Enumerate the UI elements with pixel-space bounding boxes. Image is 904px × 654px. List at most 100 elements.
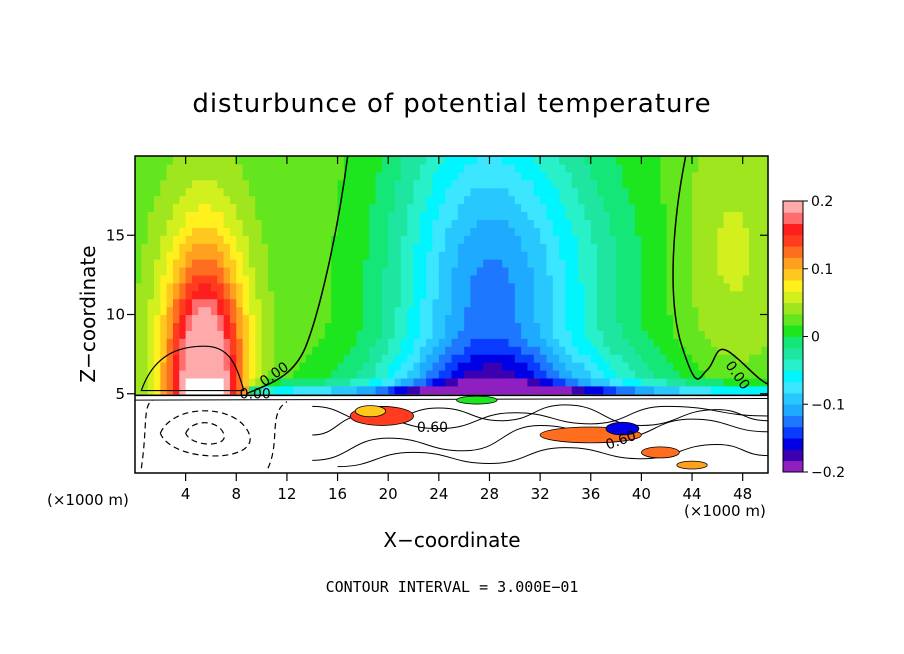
field-cell xyxy=(540,282,548,292)
field-cell xyxy=(438,346,446,355)
field-cell xyxy=(324,243,332,252)
field-cell xyxy=(514,211,522,220)
field-cell xyxy=(552,377,560,387)
field-cell xyxy=(533,274,541,284)
field-cell xyxy=(299,298,307,308)
field-cell xyxy=(755,417,763,427)
field-cell xyxy=(673,354,680,363)
field-cell xyxy=(305,282,313,292)
field-cell xyxy=(679,417,687,427)
field-cell xyxy=(597,227,605,236)
field-cell xyxy=(179,259,187,268)
field-cell xyxy=(521,330,529,339)
field-cell xyxy=(552,417,560,427)
field-cell xyxy=(166,266,174,276)
field-cell xyxy=(647,465,655,474)
field-cell xyxy=(267,306,275,316)
field-cell xyxy=(438,354,446,363)
field-cell xyxy=(761,187,769,197)
field-cell xyxy=(755,354,763,363)
field-cell xyxy=(508,306,516,316)
field-cell xyxy=(147,369,155,379)
field-cell xyxy=(255,441,263,450)
field-cell xyxy=(210,282,218,292)
field-cell xyxy=(451,346,459,355)
field-cell xyxy=(685,195,693,205)
field-cell xyxy=(616,330,624,339)
field-cell xyxy=(375,298,383,308)
field-cell xyxy=(578,409,586,419)
field-cell xyxy=(337,274,345,284)
field-cell xyxy=(565,156,573,165)
field-cell xyxy=(698,187,706,197)
field-cell xyxy=(761,465,769,474)
field-cell xyxy=(147,282,155,292)
field-cell xyxy=(299,179,307,189)
field-cell xyxy=(204,377,212,387)
field-cell xyxy=(597,266,605,276)
field-cell xyxy=(267,393,275,403)
field-cell xyxy=(470,163,478,173)
field-cell xyxy=(489,441,497,450)
field-cell xyxy=(305,441,313,450)
field-cell xyxy=(400,290,408,300)
field-cell xyxy=(527,259,535,268)
field-cell xyxy=(521,401,529,411)
field-cell xyxy=(343,354,351,363)
field-cell xyxy=(451,314,459,324)
field-cell xyxy=(394,306,402,316)
x-tick-label: 32 xyxy=(531,485,550,503)
field-cell xyxy=(502,211,510,220)
field-cell xyxy=(470,298,478,308)
field-cell xyxy=(590,314,598,324)
field-cell xyxy=(540,298,548,308)
field-cell xyxy=(711,417,718,427)
field-cell xyxy=(647,369,655,379)
field-cell xyxy=(299,243,307,252)
field-cell xyxy=(483,243,491,252)
field-cell xyxy=(457,235,465,244)
field-cell xyxy=(324,282,332,292)
field-cell xyxy=(603,171,611,181)
field-cell xyxy=(508,369,516,379)
field-cell xyxy=(502,369,510,379)
field-cell xyxy=(445,211,453,220)
field-cell xyxy=(698,377,706,387)
field-cell xyxy=(457,203,465,213)
field-cell xyxy=(578,163,586,173)
field-cell xyxy=(318,171,326,181)
field-cell xyxy=(730,385,737,395)
field-cell xyxy=(730,354,737,363)
field-cell xyxy=(337,425,345,434)
field-cell xyxy=(603,195,611,205)
field-cell xyxy=(578,441,586,450)
field-cell xyxy=(464,266,472,276)
field-cell xyxy=(451,417,459,427)
field-cell xyxy=(407,243,415,252)
field-cell xyxy=(318,203,326,213)
field-cell xyxy=(628,338,636,347)
field-cell xyxy=(331,409,339,419)
field-cell xyxy=(324,211,332,220)
field-cell xyxy=(375,314,383,324)
field-cell xyxy=(217,298,225,308)
field-cell xyxy=(438,409,446,419)
field-cell xyxy=(280,362,288,371)
field-cell xyxy=(312,211,320,220)
field-cell xyxy=(685,290,693,300)
field-cell xyxy=(660,266,668,276)
field-cell xyxy=(565,179,573,189)
field-cell xyxy=(679,219,687,228)
field-cell xyxy=(179,425,187,434)
field-cell xyxy=(210,219,218,228)
field-cell xyxy=(337,457,345,466)
field-cell xyxy=(597,203,605,213)
field-cell xyxy=(293,187,301,197)
field-cell xyxy=(685,377,693,387)
field-cell xyxy=(160,171,168,181)
field-cell xyxy=(597,219,605,228)
field-cell xyxy=(451,259,459,268)
field-cell xyxy=(375,433,383,442)
field-cell xyxy=(172,306,180,316)
field-cell xyxy=(647,243,655,252)
